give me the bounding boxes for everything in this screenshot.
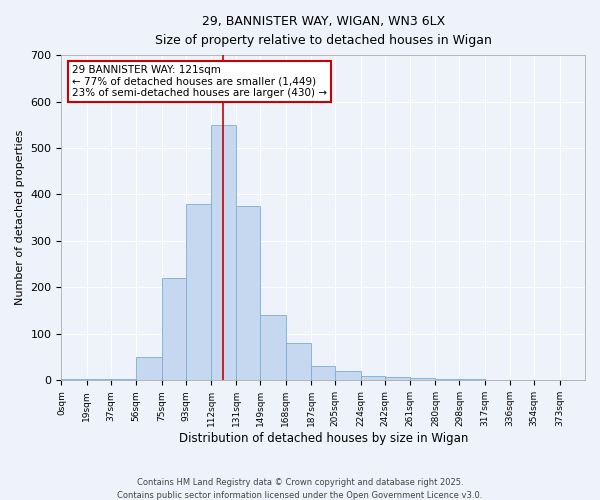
Y-axis label: Number of detached properties: Number of detached properties bbox=[15, 130, 25, 306]
Bar bbox=[161, 278, 185, 380]
Bar bbox=[136, 357, 161, 380]
Title: 29, BANNISTER WAY, WIGAN, WN3 6LX
Size of property relative to detached houses i: 29, BANNISTER WAY, WIGAN, WN3 6LX Size o… bbox=[155, 15, 491, 47]
Bar bbox=[410, 378, 436, 380]
Bar bbox=[385, 376, 410, 380]
Text: Contains HM Land Registry data © Crown copyright and database right 2025.
Contai: Contains HM Land Registry data © Crown c… bbox=[118, 478, 482, 500]
Bar bbox=[211, 125, 236, 380]
X-axis label: Distribution of detached houses by size in Wigan: Distribution of detached houses by size … bbox=[179, 432, 468, 445]
Text: 29 BANNISTER WAY: 121sqm
← 77% of detached houses are smaller (1,449)
23% of sem: 29 BANNISTER WAY: 121sqm ← 77% of detach… bbox=[72, 65, 327, 98]
Bar bbox=[311, 366, 335, 380]
Bar bbox=[335, 371, 361, 380]
Bar bbox=[361, 376, 385, 380]
Bar bbox=[436, 379, 460, 380]
Bar bbox=[236, 206, 260, 380]
Bar bbox=[286, 343, 311, 380]
Bar bbox=[185, 204, 211, 380]
Bar bbox=[260, 316, 286, 380]
